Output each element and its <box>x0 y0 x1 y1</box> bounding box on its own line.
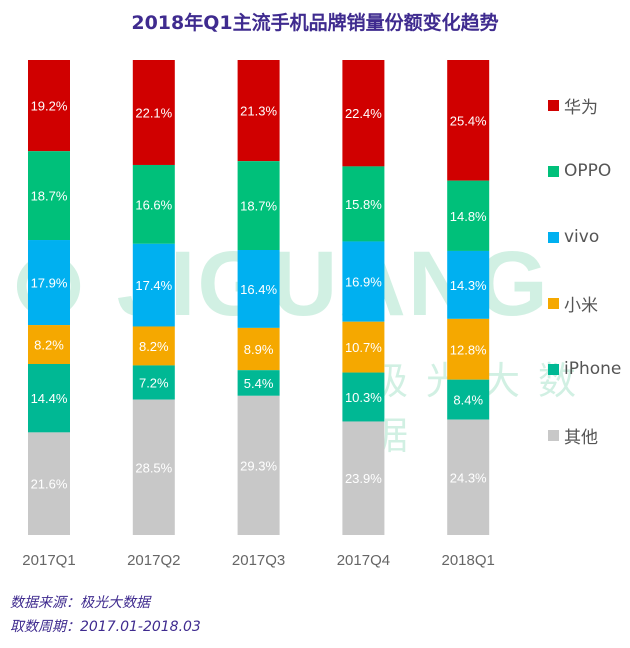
legend-item: OPPO <box>548 161 611 181</box>
chart-title: 2018年Q1主流手机品牌销量份额变化趋势 <box>131 12 499 34</box>
legend-swatch <box>548 99 559 111</box>
data-period: 取数周期：2017.01-2018.03 <box>10 619 201 635</box>
bar-segment <box>132 60 175 165</box>
bar-segment <box>28 325 70 364</box>
bar-segment <box>342 372 385 422</box>
x-tick-label: 2017Q4 <box>337 552 390 569</box>
x-tick-label: 2017Q2 <box>127 552 180 569</box>
data-label: 12.8% <box>450 342 487 357</box>
legend-swatch <box>548 429 559 441</box>
legend-item: iPhone <box>548 359 621 379</box>
bar-segment <box>132 164 175 244</box>
legend-swatch <box>548 297 559 309</box>
data-label: 8.9% <box>244 342 274 357</box>
legend-label: 华为 <box>564 97 598 118</box>
data-label: 15.8% <box>345 197 382 212</box>
data-label: 17.4% <box>135 278 172 293</box>
data-label: 5.4% <box>244 376 274 391</box>
data-label: 8.2% <box>34 338 64 353</box>
legend-label: OPPO <box>564 161 612 181</box>
bar-segment <box>342 166 385 242</box>
bar-segment <box>447 379 490 420</box>
bar-segment <box>447 250 490 319</box>
data-label: 29.3% <box>240 458 277 473</box>
bar-segment <box>447 180 490 251</box>
legend-swatch <box>548 231 559 243</box>
data-label: 22.1% <box>135 105 172 120</box>
legend-item: 小米 <box>548 293 598 316</box>
bar-segment <box>237 395 280 535</box>
data-source: 数据来源：极光大数据 <box>10 595 150 611</box>
legend-swatch <box>548 165 559 177</box>
bar-segment <box>237 370 280 396</box>
bar-segment <box>342 421 385 535</box>
data-label: 23.9% <box>345 471 382 486</box>
legend-label: 小米 <box>564 295 598 316</box>
data-label: 16.6% <box>135 197 172 212</box>
bar-segment <box>28 240 70 326</box>
bar-segment <box>342 60 385 167</box>
data-label: 18.7% <box>240 199 277 214</box>
data-label: 14.4% <box>31 391 68 406</box>
legend-item: vivo <box>548 227 599 247</box>
legend-label: vivo <box>564 227 600 247</box>
data-label: 7.2% <box>139 376 169 391</box>
legend-label: 其他 <box>564 427 598 448</box>
bar-segment <box>447 318 490 380</box>
data-label: 25.4% <box>450 113 487 128</box>
bar-segment <box>28 151 70 241</box>
data-label: 21.3% <box>240 104 277 119</box>
data-label: 22.4% <box>345 106 382 121</box>
data-label: 16.9% <box>345 275 382 290</box>
legend-label: iPhone <box>564 359 622 379</box>
bar-segment <box>28 432 70 535</box>
bar-segment <box>28 60 70 152</box>
bar-segment <box>342 321 385 373</box>
bar-segment <box>132 326 175 366</box>
data-label: 28.5% <box>135 460 172 475</box>
data-label: 17.9% <box>31 276 68 291</box>
data-label: 18.7% <box>31 189 68 204</box>
bar-segment <box>447 419 490 535</box>
data-label: 8.2% <box>139 339 169 354</box>
legend-item: 其他 <box>548 425 598 448</box>
bar-segment <box>132 243 175 327</box>
bar-segment <box>237 250 280 328</box>
bar-segment <box>132 365 175 400</box>
data-label: 14.3% <box>450 278 487 293</box>
bar-segment <box>342 241 385 322</box>
x-tick-label: 2017Q1 <box>22 552 75 569</box>
data-label: 19.2% <box>31 99 68 114</box>
bar-segment <box>28 364 70 433</box>
data-label: 10.7% <box>345 340 382 355</box>
legend-item: 华为 <box>548 95 598 118</box>
data-label: 8.4% <box>453 393 483 408</box>
data-label: 21.6% <box>31 477 68 492</box>
data-label: 24.3% <box>450 470 487 485</box>
x-tick-label: 2018Q1 <box>442 552 495 569</box>
bar-segment <box>132 399 175 535</box>
bar-segment <box>237 161 280 250</box>
data-label: 10.3% <box>345 390 382 405</box>
bar-segment <box>237 60 280 162</box>
bar-segment <box>237 327 280 371</box>
data-label: 16.4% <box>240 282 277 297</box>
data-label: 14.8% <box>450 209 487 224</box>
x-tick-label: 2017Q3 <box>232 552 285 569</box>
bar-segment <box>447 60 490 181</box>
legend-swatch <box>548 363 559 375</box>
